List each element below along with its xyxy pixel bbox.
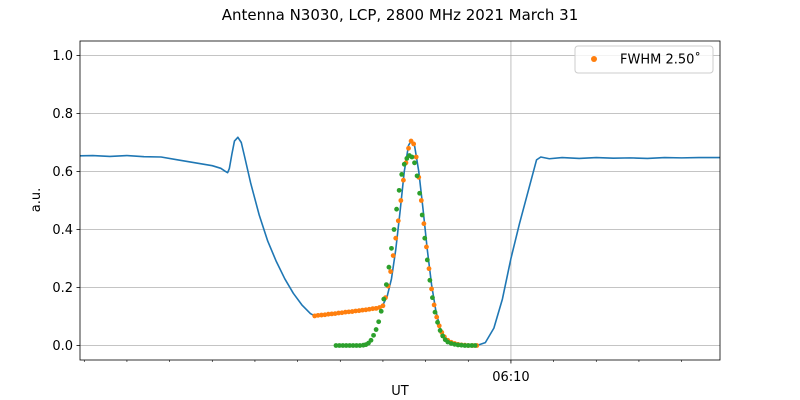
data-point-series-2 (409, 154, 415, 160)
data-point-series-2 (389, 245, 394, 251)
data-point-series-2 (462, 343, 468, 348)
data-point-series-2 (472, 343, 478, 348)
data-point-series-1 (429, 286, 434, 292)
legend-marker-fwhm (591, 56, 597, 62)
data-point-series-2 (383, 282, 389, 287)
data-point-series-2 (430, 295, 435, 301)
data-point-series-2 (343, 343, 349, 348)
series-line-0 (79, 136, 720, 347)
data-point-series-2 (391, 227, 397, 232)
grid (80, 41, 720, 360)
data-point-series-2 (381, 296, 387, 302)
x-axis-label: UT (391, 384, 409, 399)
y-tick-label: 0.4 (52, 223, 73, 238)
data-point-series-2 (417, 190, 423, 196)
data-point-series-2 (376, 319, 382, 325)
data-point-series-2 (437, 328, 443, 333)
data-point-series-1 (380, 303, 386, 309)
data-point-series-2 (396, 187, 402, 193)
data-point-series-1 (413, 154, 419, 160)
data-point-series-2 (337, 343, 342, 348)
data-point-series-2 (373, 327, 379, 332)
y-tick-label: 0.2 (52, 281, 73, 296)
data-point-series-2 (419, 212, 425, 218)
data-point-series-1 (395, 218, 401, 224)
data-point-series-1 (434, 314, 440, 320)
axis-ticks: 0.0 0.2 0.4 0.6 0.8 1.0 06:10 (52, 49, 682, 385)
y-tick-label: 0.0 (52, 339, 73, 354)
series-layer (79, 136, 720, 348)
x-tick-label: 06:10 (492, 370, 529, 385)
data-point-series-2 (350, 343, 356, 348)
data-point-series-1 (388, 269, 394, 274)
data-point-series-2 (427, 277, 433, 283)
chart-title: Antenna N3030, LCP, 2800 MHz 2021 March … (222, 6, 579, 24)
data-point-series-2 (465, 343, 471, 348)
data-point-series-2 (399, 172, 405, 177)
data-point-series-1 (421, 221, 427, 227)
data-point-series-1 (390, 253, 396, 258)
data-point-series-2 (347, 343, 353, 348)
data-point-series-1 (431, 302, 437, 308)
legend: FWHM 2.50˚ (574, 45, 714, 74)
data-point-series-1 (418, 198, 424, 203)
data-point-series-1 (393, 235, 399, 241)
data-point-series-2 (424, 257, 430, 263)
data-point-series-2 (469, 343, 475, 348)
data-point-series-1 (411, 141, 417, 147)
plot-area-frame (79, 40, 721, 361)
data-point-series-2 (440, 333, 446, 339)
data-point-series-2 (371, 332, 376, 338)
data-point-series-1 (401, 177, 406, 183)
data-point-series-2 (340, 343, 346, 348)
legend-box (574, 45, 714, 74)
data-point-series-2 (333, 343, 339, 348)
data-point-series-2 (354, 343, 359, 348)
y-tick-label: 0.8 (52, 107, 73, 122)
data-point-series-2 (394, 206, 399, 212)
data-point-series-2 (386, 264, 392, 270)
data-point-series-2 (414, 173, 420, 179)
legend-label-fwhm: FWHM 2.50˚ (620, 52, 701, 68)
data-point-series-2 (432, 309, 438, 315)
data-point-series-2 (435, 319, 440, 325)
data-point-series-2 (378, 308, 384, 314)
data-point-series-2 (368, 337, 374, 343)
data-point-series-1 (424, 244, 429, 250)
data-point-series-1 (406, 145, 411, 151)
y-axis-label: a.u. (29, 188, 44, 212)
y-tick-label: 1.0 (52, 49, 73, 64)
data-point-series-1 (398, 198, 404, 203)
data-point-series-2 (422, 235, 428, 241)
data-point-series-2 (412, 160, 417, 166)
data-point-series-2 (401, 161, 407, 167)
y-tick-label: 0.6 (52, 165, 73, 180)
data-point-series-1 (426, 266, 432, 272)
